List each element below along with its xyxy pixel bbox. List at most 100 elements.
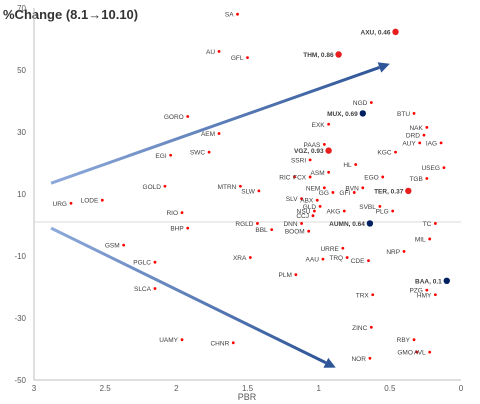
y-tick-label: 70: [17, 4, 26, 13]
data-point-label: IAG: [426, 140, 437, 147]
data-point-label: SSRI: [291, 157, 306, 164]
data-point-label: PAAS: [304, 142, 322, 149]
data-point-marker: [186, 226, 190, 230]
data-point-marker: [293, 175, 296, 179]
data-point-marker: [312, 209, 316, 213]
data-point-marker: [402, 249, 406, 253]
data-point-label: LODE: [81, 198, 99, 205]
y-tick-label: 50: [17, 66, 26, 75]
trend-arrow-head: [323, 357, 336, 368]
data-point-label: BAA, 0.1: [415, 278, 442, 285]
data-point-marker: [422, 133, 426, 137]
data-point-label: SWC: [190, 150, 205, 157]
y-tick-label: 30: [17, 128, 26, 137]
data-point-label: UAMY: [159, 337, 178, 344]
x-tick-label: 3: [32, 384, 37, 393]
data-point-marker: [248, 256, 252, 259]
data-point-label: RBY: [397, 337, 411, 344]
data-point-label: AU: [206, 49, 215, 56]
data-point-label: VGZ, 0.93: [294, 148, 324, 155]
data-point-label: AXU, 0.46: [361, 29, 391, 36]
data-point-marker: [207, 150, 211, 154]
x-axis-title: PBR: [238, 392, 257, 402]
data-point-marker: [308, 175, 312, 179]
data-point-marker: [322, 143, 326, 146]
data-point-label: GLD: [303, 204, 317, 211]
data-point-label: SLCA: [134, 286, 152, 293]
data-point-label: EGO: [364, 174, 378, 181]
data-point-label: THM, 0.86: [303, 52, 334, 59]
data-point-label: ABX: [300, 198, 314, 205]
data-point-label: HL: [343, 162, 352, 169]
data-point-label: MUX, 0.69: [327, 111, 358, 118]
data-point-marker: [186, 115, 190, 118]
data-point-label: RGLD: [235, 221, 253, 228]
data-point-marker: [100, 198, 104, 202]
data-point-marker: [381, 175, 385, 179]
data-point-marker: [256, 222, 259, 225]
data-point-marker: [325, 147, 332, 154]
data-point-marker: [169, 153, 173, 157]
data-point-marker: [327, 122, 331, 126]
data-point-marker: [361, 186, 365, 190]
data-point-label: SLW: [241, 188, 255, 195]
data-point-marker: [433, 222, 437, 225]
data-point-label: ASM: [311, 170, 325, 177]
data-point-marker: [415, 350, 419, 354]
data-point-label: CCJ: [296, 213, 309, 220]
data-point-marker: [307, 229, 311, 233]
data-point-marker: [180, 338, 184, 342]
data-point-label: SA: [225, 12, 234, 19]
axes: 3 2.5 2 1.5 1 0.5 0 70 50 30 10 -10 -30 -50: [14, 4, 463, 393]
data-point-label: DNN: [283, 221, 297, 228]
data-point-label: NOR: [351, 356, 366, 363]
data-point-marker: [345, 256, 349, 259]
data-point-marker: [369, 101, 373, 104]
y-tick-label: -10: [14, 252, 26, 261]
data-point-label: GG: [319, 190, 329, 197]
data-point-marker: [428, 350, 432, 354]
data-point-marker: [257, 189, 261, 193]
data-point-marker: [331, 191, 335, 194]
data-point-label: KGC: [377, 150, 391, 157]
data-point-marker: [394, 150, 397, 154]
data-point-label: SVBL: [359, 204, 376, 211]
data-point-label: AVL: [414, 350, 426, 357]
x-tick-label: 1.5: [242, 384, 254, 393]
data-point-marker: [315, 198, 319, 202]
data-point-marker: [439, 141, 443, 145]
data-point-label: AKG: [327, 209, 341, 216]
data-point-label: BTU: [397, 111, 410, 118]
data-point-marker: [335, 51, 342, 58]
x-tick-label: 1: [316, 384, 321, 393]
data-point-marker: [294, 273, 298, 276]
data-point-marker: [300, 197, 303, 201]
data-point-label: TRX: [356, 292, 370, 299]
data-point-marker: [359, 110, 366, 117]
data-point-marker: [321, 257, 325, 261]
data-point-label: GMO: [397, 350, 413, 357]
data-point-label: XRA: [233, 255, 247, 262]
data-point-label: TER, 0.37: [374, 188, 404, 195]
data-point-label: RIO: [166, 210, 178, 217]
data-point-marker: [327, 170, 331, 174]
data-point-marker: [311, 214, 315, 218]
data-point-label: CDE: [351, 258, 365, 265]
data-point-label: PLM: [279, 272, 292, 279]
data-point-label: GSM: [105, 243, 120, 250]
trend-arrow-shaft: [50, 66, 380, 185]
data-point-marker: [300, 222, 303, 225]
data-point-label: CHNR: [210, 340, 229, 347]
data-point-marker: [392, 28, 399, 36]
data-point-marker: [341, 246, 345, 250]
data-point-label: NEM: [306, 185, 320, 192]
data-point-label: EXK: [312, 122, 326, 129]
trend-arrow-head: [377, 62, 390, 73]
data-point-label: GFI: [339, 190, 350, 197]
data-point-label: TGB: [409, 176, 422, 183]
data-point-marker: [153, 287, 157, 290]
data-point-label: BOOM: [285, 229, 305, 236]
data-point-marker: [246, 56, 249, 59]
